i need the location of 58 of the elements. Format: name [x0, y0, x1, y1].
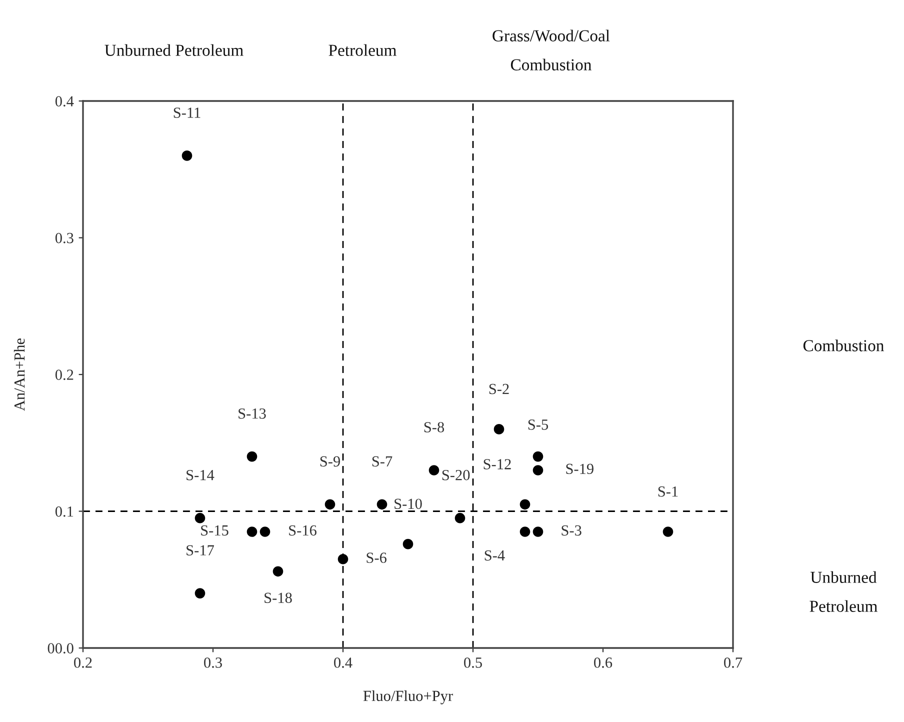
x-tick-label: 0.2: [74, 657, 92, 668]
annotation: S-7: [372, 456, 392, 467]
point: [324, 499, 336, 510]
x-tick-label: 0.6: [594, 657, 612, 668]
y-tick-label: 0.2: [55, 370, 74, 380]
annotation: S-10: [394, 498, 422, 510]
annotation: S-5: [528, 420, 548, 430]
annotation: S-2: [489, 384, 509, 394]
point: [246, 526, 258, 537]
x-tick-label: 0.5: [464, 657, 482, 668]
point: [532, 526, 544, 537]
point: [260, 526, 270, 537]
point: [532, 451, 544, 462]
point: [662, 526, 674, 537]
annotation: S-9: [320, 456, 340, 467]
point: [428, 465, 440, 476]
point: [246, 451, 258, 462]
annotation: S-20: [442, 470, 470, 480]
text: Unburned Petroleum: [810, 571, 878, 612]
y-axis-title: An/An+Phe: [14, 338, 25, 411]
y-tick-label: 0.4: [55, 96, 74, 107]
annotation: S-3: [562, 525, 582, 536]
x-tick-label: 0.7: [724, 657, 742, 668]
x-axis-title: Fluo/Fluo+Pyr: [363, 690, 453, 704]
y-tick-label: 00.0: [48, 643, 74, 654]
point: [194, 588, 206, 598]
point: [402, 538, 414, 550]
annotation: S-16: [289, 525, 316, 536]
point: [520, 526, 530, 537]
text: Petroleum: [328, 44, 396, 56]
text: Unburned Petroleum: [104, 44, 244, 56]
text: Combustion: [803, 340, 884, 352]
annotation: S-12: [484, 459, 511, 470]
point: [454, 512, 466, 524]
annotation: S-19: [566, 464, 594, 474]
point: [338, 554, 348, 564]
annotation: S-14: [186, 470, 214, 480]
annotation: S-6: [366, 552, 386, 563]
x-tick-label: 0.4: [334, 657, 352, 668]
annotation: S-1: [658, 486, 678, 497]
text: Grass/Wood/Coal Combustion: [492, 30, 610, 70]
point: [494, 424, 504, 434]
point: [182, 150, 192, 161]
annotation: S-17: [186, 545, 214, 556]
point: [376, 499, 388, 510]
point: [272, 566, 284, 577]
point: [194, 512, 206, 524]
annotation: S-8: [424, 422, 444, 432]
annotation: S-11: [174, 108, 200, 118]
y-tick-label: 0.3: [55, 232, 74, 244]
annotation: S-18: [264, 592, 292, 604]
point: [532, 465, 544, 476]
x-tick-label: 0.3: [204, 657, 222, 668]
point: [520, 499, 530, 510]
annotation: S-13: [238, 408, 266, 419]
y-tick-label: 0.1: [55, 506, 74, 517]
annotation: S-15: [201, 525, 228, 536]
annotation: S-4: [484, 550, 505, 561]
